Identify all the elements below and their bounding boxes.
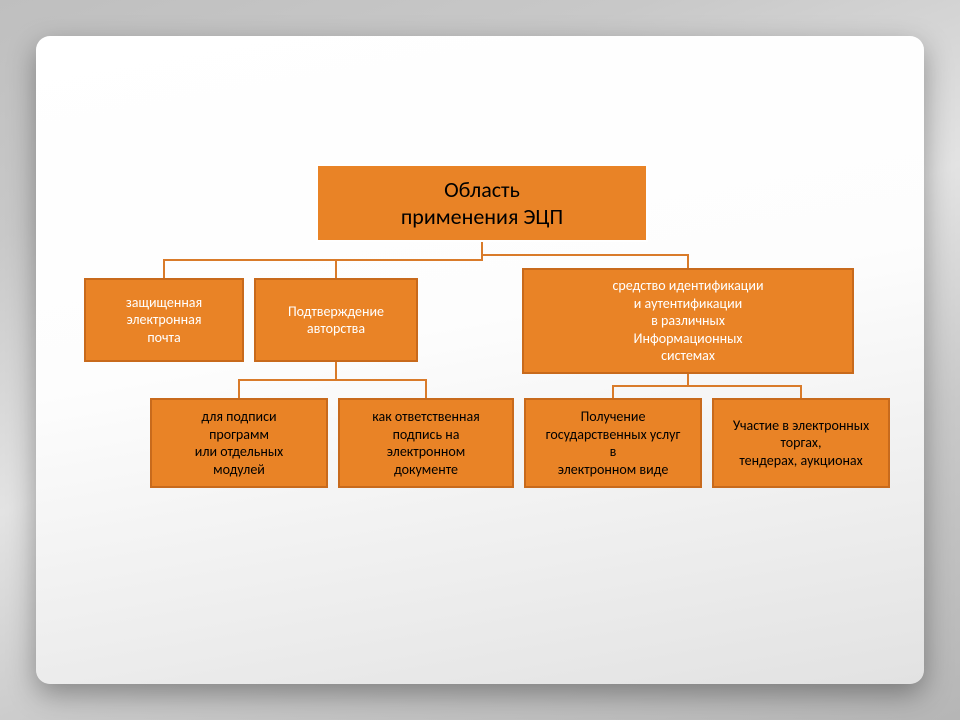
node-c3: Получение государственных услуг в электр…: [524, 398, 702, 488]
node-c1: для подписи программ или отдельных модул…: [150, 398, 328, 488]
node-b1: защищенная электронная почта: [84, 278, 244, 362]
node-b2-label: Подтверждение авторства: [288, 303, 384, 338]
node-b3: средство идентификации и аутентификации …: [522, 268, 854, 374]
slide-stage: Область применения ЭЦП защищенная электр…: [0, 0, 960, 720]
node-b3-label: средство идентификации и аутентификации …: [612, 277, 763, 365]
node-c4: Участие в электронных торгах, тендерах, …: [712, 398, 890, 488]
node-b2: Подтверждение авторства: [254, 278, 418, 362]
node-root: Область применения ЭЦП: [316, 164, 648, 242]
node-c1-label: для подписи программ или отдельных модул…: [195, 408, 284, 478]
node-b1-label: защищенная электронная почта: [126, 294, 202, 347]
node-c4-label: Участие в электронных торгах, тендерах, …: [733, 417, 869, 470]
node-root-label: Область применения ЭЦП: [401, 176, 563, 231]
node-c2-label: как ответственная подпись на электронном…: [372, 408, 480, 478]
node-c3-label: Получение государственных услуг в электр…: [546, 408, 681, 478]
node-c2: как ответственная подпись на электронном…: [338, 398, 514, 488]
